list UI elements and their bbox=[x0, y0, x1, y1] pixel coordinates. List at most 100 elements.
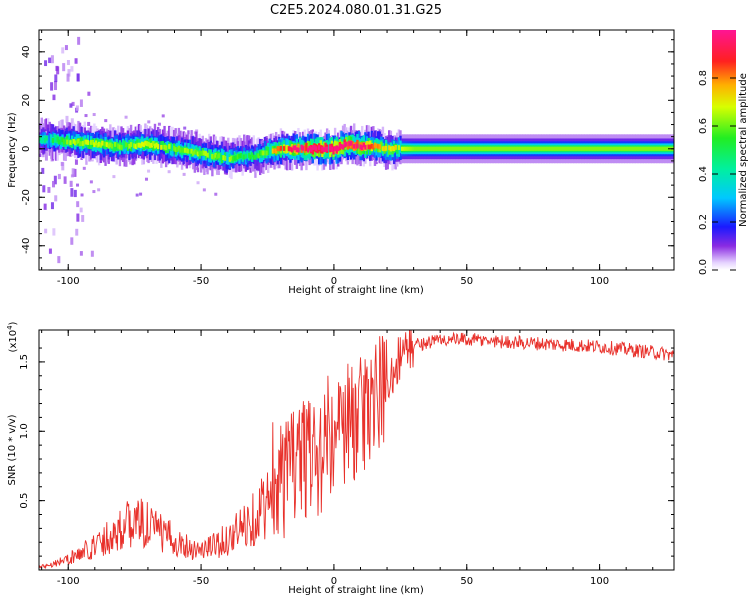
spectrogram-cell bbox=[405, 146, 409, 151]
spectrogram-noise-cell bbox=[135, 193, 139, 197]
snr-series-line bbox=[39, 330, 674, 570]
colorbar-tick-label: 0.0 bbox=[698, 259, 709, 275]
spectrogram-noise-cell bbox=[50, 55, 54, 64]
spectrogram-cell bbox=[262, 150, 265, 156]
spectrogram-cell bbox=[233, 155, 236, 161]
spectrogram-cell bbox=[61, 137, 64, 143]
spectrogram-cell bbox=[464, 146, 468, 151]
spectrogram-cell bbox=[612, 146, 616, 151]
spectrogram-cell bbox=[545, 146, 549, 151]
y-tick-label: 1.5 bbox=[19, 354, 30, 370]
spectrogram-cell bbox=[120, 144, 123, 150]
spectrogram-noise-cell bbox=[97, 188, 101, 192]
spectrogram-noise-cell bbox=[70, 174, 74, 178]
spectrogram-cell bbox=[107, 143, 110, 149]
spectrogram-cell bbox=[520, 146, 523, 151]
spectrogram-y-label: Frequency (Hz) bbox=[7, 112, 18, 188]
spectrogram-cell bbox=[177, 145, 181, 151]
spectrogram-cell bbox=[96, 142, 99, 148]
spectrogram-cell bbox=[230, 155, 233, 161]
spectrogram-cell bbox=[587, 146, 590, 151]
spectrogram-cell bbox=[214, 152, 217, 158]
spectrogram-cell bbox=[388, 145, 391, 151]
spectrogram-cell bbox=[368, 144, 372, 150]
spectrogram-cell bbox=[115, 141, 118, 151]
spectrogram-cell bbox=[381, 146, 385, 152]
spectrogram-cell bbox=[617, 146, 621, 151]
spectrogram-cell bbox=[595, 146, 598, 151]
spectrogram-cell bbox=[99, 138, 102, 147]
spectrogram-cell bbox=[113, 141, 117, 147]
spectrogram-cell bbox=[472, 146, 476, 151]
spectrogram-cell bbox=[370, 143, 373, 149]
spectrogram-cell bbox=[311, 146, 314, 155]
spectrogram-cell bbox=[48, 133, 51, 146]
spectrogram-cell bbox=[579, 146, 582, 151]
spectrogram-cell bbox=[166, 144, 169, 154]
spectrogram-cell bbox=[340, 143, 343, 149]
spectrogram-cell bbox=[544, 146, 547, 151]
spectrogram-cell bbox=[321, 146, 324, 152]
spectrogram-noise-cell bbox=[76, 201, 80, 208]
spectrogram-cell bbox=[576, 146, 579, 151]
spectrogram-cell bbox=[408, 146, 412, 151]
spectrogram-cell bbox=[338, 143, 342, 149]
spectrogram-cell bbox=[219, 152, 222, 161]
spectrogram-cell bbox=[359, 144, 362, 150]
spectrogram-cell bbox=[563, 146, 566, 151]
spectrogram-cell bbox=[255, 152, 259, 158]
spectrogram-cell bbox=[314, 146, 318, 152]
spectrogram-noise-cell bbox=[48, 57, 52, 64]
spectrogram-cell bbox=[624, 146, 627, 151]
spectrogram-cell bbox=[324, 142, 327, 151]
spectrogram-cell bbox=[243, 154, 246, 160]
spectrogram-cell bbox=[158, 135, 161, 153]
x-tick-label: 50 bbox=[460, 276, 473, 287]
spectrogram-cell bbox=[161, 140, 165, 150]
spectrogram-cell bbox=[424, 146, 428, 151]
spectrogram-cell bbox=[455, 146, 458, 151]
spectrogram-noise-cell bbox=[70, 66, 74, 72]
spectrogram-cell bbox=[490, 146, 493, 151]
spectrogram-cell bbox=[353, 143, 356, 149]
spectrogram-cell bbox=[196, 151, 200, 157]
spectrogram-cell bbox=[125, 142, 128, 148]
spectrogram-cell bbox=[493, 146, 496, 151]
spectrogram-cell bbox=[153, 143, 157, 149]
spectrogram-noise-cell bbox=[52, 94, 56, 101]
spectrogram-cell bbox=[351, 141, 354, 150]
y-tick-label: 1.0 bbox=[19, 423, 30, 439]
spectrogram-noise-cell bbox=[87, 91, 91, 96]
x-tick-label: 100 bbox=[590, 276, 609, 287]
spectrogram-noise-cell bbox=[76, 183, 80, 187]
spectrogram-cell bbox=[64, 137, 67, 146]
spectrogram-cell bbox=[458, 146, 461, 151]
spectrogram-cell bbox=[121, 140, 125, 149]
spectrogram-cell bbox=[412, 146, 415, 151]
spectrogram-cell bbox=[94, 140, 98, 146]
spectrogram-cell bbox=[488, 146, 491, 151]
spectrogram-cell bbox=[193, 149, 197, 155]
spectrogram-cell bbox=[478, 146, 482, 151]
spectrogram-cell bbox=[582, 146, 585, 151]
spectrogram-cell bbox=[552, 146, 555, 151]
spectrogram-cell bbox=[117, 143, 120, 149]
spectrogram-cell bbox=[486, 146, 490, 151]
colorbar-tick-label: 0.6 bbox=[698, 118, 709, 134]
spectrogram-cell bbox=[211, 154, 214, 159]
spectrogram-cell bbox=[459, 146, 463, 151]
spectrogram-cell bbox=[69, 140, 72, 146]
spectrogram-noise-cell bbox=[69, 180, 73, 187]
spectrogram-cell bbox=[188, 149, 192, 154]
spectrogram-cell bbox=[85, 139, 88, 145]
spectrogram-cell bbox=[247, 153, 251, 158]
spectrogram-cell bbox=[109, 142, 112, 148]
spectrogram-noise-cell bbox=[44, 228, 48, 234]
spectrogram-cell bbox=[566, 146, 570, 151]
spectrogram-cell bbox=[185, 148, 189, 154]
snr-y-label: SNR (10 * v/v) bbox=[7, 414, 18, 485]
spectrogram-cell bbox=[361, 145, 364, 151]
spectrogram-cell bbox=[56, 136, 59, 142]
spectrogram-noise-cell bbox=[147, 169, 151, 173]
spectrogram-cell bbox=[271, 148, 275, 154]
